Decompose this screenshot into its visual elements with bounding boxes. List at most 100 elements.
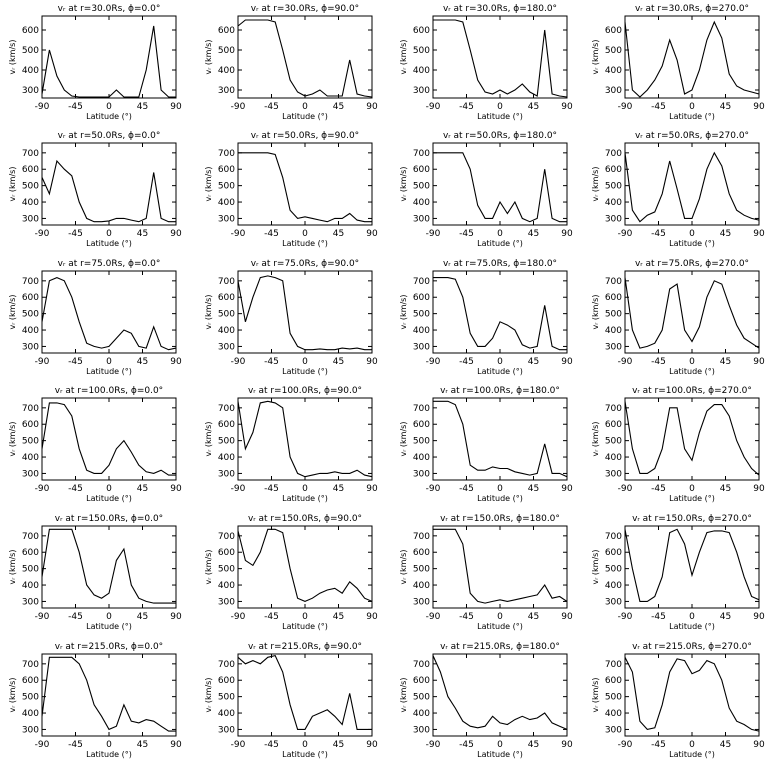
chart-title: vᵣ at r=150.0Rs, ϕ=270.0° [632, 514, 752, 524]
plot-frame [624, 15, 760, 99]
x-tick-label: 45 [720, 740, 731, 750]
x-axis-label: Latitude (°) [669, 239, 715, 248]
y-tick-label: 500 [413, 437, 430, 447]
x-tick-label: 0 [302, 102, 308, 112]
x-tick-label: 45 [333, 740, 344, 750]
y-tick-label: 700 [413, 404, 430, 414]
y-tick-label: 500 [22, 310, 39, 320]
y-tick-label: 300 [413, 725, 430, 735]
y-tick-label: 500 [22, 182, 39, 192]
y-tick-label: 400 [605, 326, 622, 336]
y-tick-label: 500 [413, 46, 430, 56]
y-tick-label: 400 [218, 453, 235, 463]
x-tick-label: -90 [231, 357, 246, 367]
x-axis-label: Latitude (°) [282, 112, 328, 121]
y-tick-label: 700 [218, 660, 235, 670]
x-tick-label: -45 [459, 484, 474, 494]
plot-frame [432, 525, 568, 609]
chart-title: vᵣ at r=30.0Rs, ϕ=90.0° [251, 4, 359, 14]
y-tick-label: 500 [413, 693, 430, 703]
x-tick-label: 90 [366, 484, 378, 494]
data-line [624, 401, 760, 476]
y-tick-label: 400 [218, 66, 235, 76]
plot-frame [41, 397, 177, 481]
x-axis-label: Latitude (°) [477, 239, 523, 248]
x-tick-label: 45 [720, 102, 731, 112]
chart-title: vᵣ at r=150.0Rs, ϕ=180.0° [440, 514, 560, 524]
x-tick-label: 90 [561, 229, 573, 239]
data-line [237, 654, 372, 730]
y-tick-label: 300 [605, 597, 622, 607]
x-tick-label: -90 [231, 612, 246, 622]
x-tick-label: -90 [231, 102, 246, 112]
data-line [41, 402, 176, 476]
plot-frame [237, 525, 373, 609]
x-tick-label: 90 [753, 102, 765, 112]
y-tick-label: 700 [218, 277, 235, 287]
y-tick-label: 600 [413, 676, 430, 686]
x-tick-label: 90 [366, 102, 378, 112]
chart-title: vᵣ at r=50.0Rs, ϕ=0.0° [58, 131, 161, 141]
x-tick-label: 45 [720, 612, 731, 622]
x-tick-label: 90 [561, 740, 573, 750]
x-tick-label: -90 [426, 484, 441, 494]
y-tick-label: 500 [413, 310, 430, 320]
data-line [41, 277, 177, 351]
x-axis-label: Latitude (°) [669, 622, 715, 631]
x-tick-label: 0 [302, 612, 308, 622]
y-tick-label: 300 [413, 86, 430, 96]
data-line [433, 19, 568, 98]
x-tick-label: 45 [528, 102, 539, 112]
x-tick-label: -90 [426, 102, 441, 112]
x-tick-label: 0 [689, 229, 695, 239]
y-tick-label: 400 [22, 453, 39, 463]
y-tick-label: 600 [605, 26, 622, 36]
y-tick-label: 400 [605, 66, 622, 76]
data-line [237, 528, 373, 602]
plot-frame [432, 653, 568, 737]
x-tick-label: 90 [170, 484, 182, 494]
x-axis-label: Latitude (°) [86, 367, 132, 376]
x-tick-label: 45 [137, 357, 148, 367]
x-tick-label: 0 [689, 102, 695, 112]
y-tick-label: 400 [605, 581, 622, 591]
x-tick-label: 0 [302, 484, 308, 494]
x-tick-label: 0 [302, 229, 308, 239]
y-tick-label: 300 [218, 725, 235, 735]
x-axis-label: Latitude (°) [86, 239, 132, 248]
x-tick-label: 90 [753, 357, 765, 367]
x-tick-label: 45 [333, 612, 344, 622]
y-tick-label: 300 [22, 342, 39, 352]
y-tick-label: 600 [22, 420, 39, 430]
x-tick-label: 0 [689, 740, 695, 750]
y-axis-label: vᵣ (km/s) [204, 167, 213, 202]
y-tick-label: 500 [22, 565, 39, 575]
x-axis-label: Latitude (°) [86, 622, 132, 631]
chart-title: vᵣ at r=75.0Rs, ϕ=270.0° [635, 259, 749, 269]
plot-frame [432, 270, 568, 354]
x-tick-label: 45 [137, 484, 148, 494]
y-axis-label: vᵣ (km/s) [591, 678, 600, 713]
x-tick-label: -45 [651, 229, 666, 239]
y-tick-label: 300 [413, 214, 430, 224]
x-tick-label: 90 [753, 612, 765, 622]
chart-title: vᵣ at r=50.0Rs, ϕ=180.0° [443, 131, 557, 141]
y-tick-label: 600 [605, 165, 622, 175]
y-tick-label: 500 [605, 693, 622, 703]
x-tick-label: -90 [231, 484, 246, 494]
x-tick-label: -45 [68, 102, 83, 112]
x-tick-label: 90 [170, 102, 182, 112]
y-tick-label: 700 [22, 277, 39, 287]
y-tick-label: 400 [218, 198, 235, 208]
y-tick-label: 500 [218, 437, 235, 447]
y-tick-label: 300 [413, 342, 430, 352]
y-tick-label: 500 [605, 182, 622, 192]
x-tick-label: 0 [497, 102, 503, 112]
y-tick-label: 300 [218, 214, 235, 224]
y-tick-label: 400 [218, 581, 235, 591]
y-tick-label: 500 [605, 437, 622, 447]
y-tick-label: 300 [605, 469, 622, 479]
y-axis-label: vᵣ (km/s) [591, 40, 600, 75]
x-tick-label: -90 [426, 612, 441, 622]
y-tick-label: 400 [413, 709, 430, 719]
